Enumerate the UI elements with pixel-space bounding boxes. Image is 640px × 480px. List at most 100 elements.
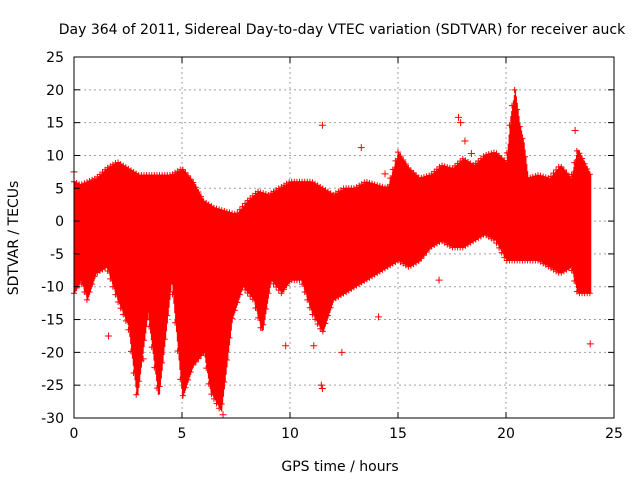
data-point-column (172, 174, 174, 295)
data-point-column (508, 134, 511, 261)
data-point-column (151, 175, 154, 348)
data-point-column (222, 210, 225, 397)
envelope-marker (501, 157, 508, 164)
data-point-column (330, 193, 333, 308)
data-point-column (150, 175, 153, 341)
data-point-column (544, 176, 546, 264)
data-point-column (369, 182, 371, 278)
data-point-column (484, 155, 486, 235)
data-point-column (408, 167, 410, 267)
data-point-column (142, 175, 144, 354)
envelope-marker (223, 356, 230, 363)
data-point-column (492, 153, 494, 239)
data-point-column (385, 187, 387, 269)
data-point-column (534, 176, 536, 261)
data-point-column (337, 192, 339, 298)
envelope-marker (236, 291, 243, 298)
outlier-point (375, 313, 383, 321)
data-point-column (561, 166, 563, 273)
data-point-column (386, 188, 389, 268)
data-point-column (463, 159, 466, 247)
envelope-marker (146, 323, 153, 330)
envelope-marker (586, 290, 593, 297)
data-point-column (410, 170, 413, 266)
data-point-column (141, 175, 143, 361)
envelope-marker (509, 102, 516, 109)
data-point-column (155, 175, 157, 375)
y-tick-label: 20 (46, 83, 64, 99)
data-point-column (535, 176, 537, 261)
data-point-column (302, 181, 304, 285)
data-point-column (350, 188, 352, 290)
data-point-column (550, 177, 552, 268)
envelope-marker (366, 179, 373, 186)
data-point-column (537, 175, 539, 261)
data-point-column (560, 165, 562, 274)
y-tick-label: -20 (41, 345, 64, 361)
data-point-column (260, 192, 263, 328)
envelope-marker (231, 211, 238, 218)
data-point-column (575, 158, 577, 285)
data-point-column (77, 183, 79, 287)
data-point-column (516, 102, 518, 261)
envelope-marker (420, 252, 427, 259)
data-point-column (588, 172, 591, 294)
envelope-marker (283, 282, 290, 289)
data-point-column (552, 174, 555, 270)
data-point-column (391, 175, 393, 265)
envelope-marker (78, 281, 85, 288)
envelope-marker (200, 349, 207, 356)
data-point-column (146, 175, 149, 320)
data-point-column (206, 202, 208, 369)
data-point-column (340, 190, 343, 296)
data-point-column (448, 167, 451, 246)
data-point-column (255, 193, 257, 309)
data-point-column (410, 169, 412, 267)
data-point-column (144, 175, 147, 334)
envelope-marker (571, 159, 578, 166)
data-point-column (286, 183, 289, 286)
data-point-column (221, 210, 224, 405)
data-point-column (388, 183, 390, 267)
data-point-column (529, 177, 531, 261)
outlier-point (467, 149, 475, 157)
envelope-marker (122, 317, 129, 324)
data-point-column (493, 152, 495, 240)
data-point-column (353, 188, 355, 288)
data-point-column (494, 152, 497, 241)
tick-layer: 0 5 10 15 20 25 -30 -25 -20 -15 -10 -5 0 5 10 15 20 25 (41, 50, 623, 442)
data-point-column (125, 167, 128, 321)
data-point-column (250, 198, 252, 297)
data-point-column (397, 155, 399, 261)
data-point-column (227, 212, 230, 353)
envelope-marker (257, 189, 264, 196)
data-point-column (177, 171, 180, 352)
envelope-marker (441, 163, 448, 170)
data-point-column (258, 191, 261, 322)
envelope-marker (89, 281, 96, 288)
envelope-marker (182, 384, 189, 391)
envelope-marker (319, 328, 326, 335)
y-tick-label: 5 (55, 181, 64, 197)
data-point-column (121, 164, 123, 311)
envelope-marker (260, 190, 267, 197)
data-point-column (214, 208, 217, 401)
data-point-column (392, 169, 395, 264)
data-point-column (483, 156, 485, 235)
data-point-column (79, 184, 81, 283)
data-point-column (476, 162, 479, 239)
data-point-column (549, 178, 551, 268)
data-point-column (124, 166, 127, 319)
data-point-column (372, 183, 375, 276)
data-point-column (497, 154, 499, 245)
data-point-column (207, 203, 209, 374)
data-point-column (447, 167, 449, 245)
data-point-column (131, 170, 133, 352)
data-point-column (389, 181, 391, 266)
outlier-point (317, 381, 325, 389)
envelope-marker (76, 279, 83, 286)
data-point-column (479, 160, 481, 238)
envelope-marker (91, 273, 98, 280)
data-point-column (81, 184, 84, 285)
envelope-marker (236, 206, 243, 213)
